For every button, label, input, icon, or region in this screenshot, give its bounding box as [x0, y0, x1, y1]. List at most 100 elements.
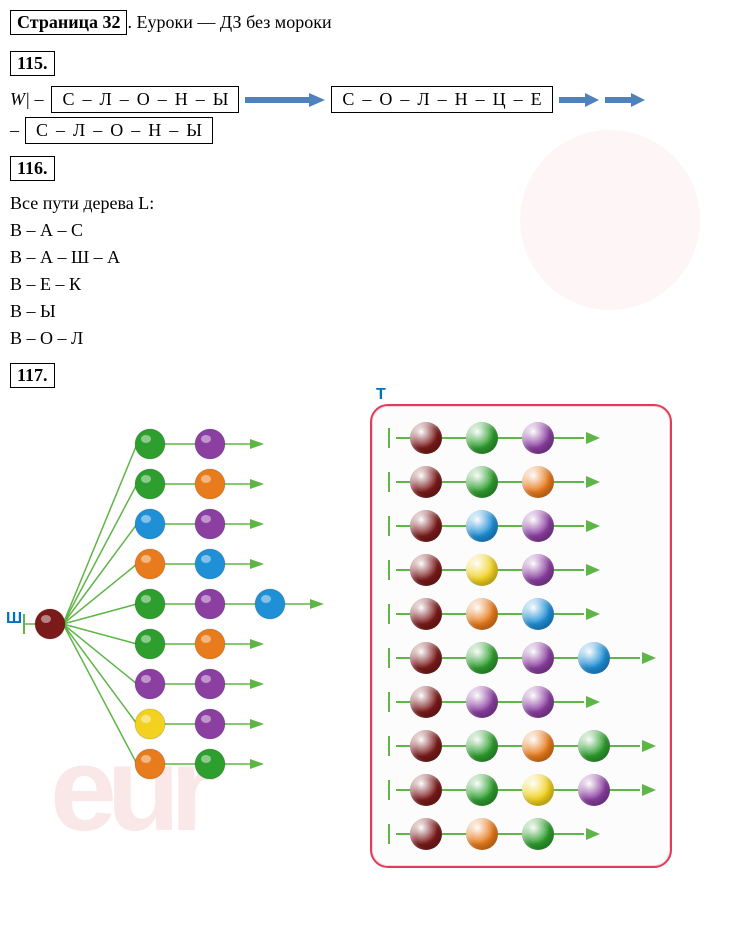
letter-cell: Л — [67, 120, 91, 141]
connector-seg — [554, 613, 584, 615]
connector-seg — [554, 701, 584, 703]
bead — [522, 510, 554, 542]
arrowhead-icon — [642, 740, 656, 752]
bead — [466, 422, 498, 454]
connector-seg — [554, 833, 584, 835]
panel-row — [382, 680, 656, 724]
bead — [466, 642, 498, 674]
connector-seg — [442, 569, 466, 571]
letter-cell: С — [56, 89, 80, 110]
connector-seg — [498, 613, 522, 615]
letter-sep: – — [156, 89, 169, 110]
header-suffix: . Еуроки — ДЗ без мороки — [127, 12, 331, 32]
letter-cell: Ц — [487, 89, 512, 110]
arrowhead-icon — [642, 652, 656, 664]
connector-seg — [442, 657, 466, 659]
bead — [410, 422, 442, 454]
bead — [578, 730, 610, 762]
letter-cell: Н — [169, 89, 194, 110]
task-117-diagram: Ш Т — [10, 404, 739, 868]
letter-cell: Н — [449, 89, 474, 110]
connector-seg — [498, 525, 522, 527]
tree-svg — [10, 404, 330, 804]
row-start-icon — [382, 648, 396, 668]
tree-path: В – А – Ш – А — [10, 247, 739, 268]
connector-seg — [396, 437, 410, 439]
panel-row — [382, 592, 656, 636]
bead — [466, 818, 498, 850]
row-start-icon — [382, 692, 396, 712]
letter-sep: – — [129, 120, 142, 141]
connector-seg — [396, 481, 410, 483]
panel-row — [382, 812, 656, 856]
bead — [410, 554, 442, 586]
bead — [522, 686, 554, 718]
letter-cell: С — [336, 89, 360, 110]
page-header: Страница 32. Еуроки — ДЗ без мороки — [10, 10, 739, 35]
arrow-icon — [559, 91, 599, 109]
connector-seg — [442, 437, 466, 439]
bead — [466, 598, 498, 630]
letter-sep: – — [436, 89, 449, 110]
panel-row — [382, 460, 656, 504]
letter-chain-3: С–Л–О–Н–Ы — [25, 117, 213, 144]
task-115-row1: W| – С–Л–О–Н–Ы С–О–Л–Н–Ц–Е — [10, 86, 739, 113]
bead — [410, 598, 442, 630]
arrowhead-icon — [642, 784, 656, 796]
connector-seg — [554, 789, 578, 791]
connector-seg — [498, 789, 522, 791]
row-start-icon — [382, 560, 396, 580]
panel-row — [382, 768, 656, 812]
connector-seg — [498, 833, 522, 835]
task-117-number: 117. — [10, 363, 55, 388]
bead — [522, 818, 554, 850]
connector-seg — [554, 657, 578, 659]
connector-seg — [610, 657, 640, 659]
task-116-number: 116. — [10, 156, 55, 181]
letter-chain-2: С–О–Л–Н–Ц–Е — [331, 86, 552, 113]
tree-path: В – Ы — [10, 301, 739, 322]
row-start-icon — [382, 824, 396, 844]
bead — [578, 774, 610, 806]
connector-seg — [498, 481, 522, 483]
connector-seg — [396, 789, 410, 791]
connector-seg — [498, 437, 522, 439]
bead — [466, 686, 498, 718]
bead — [466, 730, 498, 762]
letter-cell: С — [30, 120, 54, 141]
task-115-row2: – С–Л–О–Н–Ы — [10, 117, 739, 144]
letter-sep: – — [91, 120, 104, 141]
connector-seg — [498, 657, 522, 659]
row-start-icon — [382, 604, 396, 624]
connector-seg — [554, 745, 578, 747]
t-label: Т — [376, 386, 386, 404]
panel-row — [382, 416, 656, 460]
result-panel — [370, 404, 672, 868]
letter-sep: – — [167, 120, 180, 141]
bead — [522, 774, 554, 806]
arrowhead-icon — [586, 520, 600, 532]
connector-seg — [554, 481, 584, 483]
panel-row — [382, 504, 656, 548]
letter-cell: Ы — [180, 120, 208, 141]
connector-seg — [396, 833, 410, 835]
row-start-icon — [382, 516, 396, 536]
letter-cell: О — [373, 89, 398, 110]
connector-seg — [610, 745, 640, 747]
connector-seg — [442, 613, 466, 615]
connector-seg — [396, 745, 410, 747]
bead — [522, 730, 554, 762]
letter-sep: – — [474, 89, 487, 110]
connector-seg — [396, 701, 410, 703]
row-start-icon — [382, 428, 396, 448]
tree-path: В – О – Л — [10, 328, 739, 349]
connector-seg — [442, 745, 466, 747]
bead — [466, 774, 498, 806]
bead — [466, 466, 498, 498]
bead — [466, 554, 498, 586]
letter-sep: – — [398, 89, 411, 110]
bead — [522, 554, 554, 586]
connector-seg — [554, 437, 584, 439]
letter-sep: – — [512, 89, 525, 110]
row-start-icon — [382, 780, 396, 800]
